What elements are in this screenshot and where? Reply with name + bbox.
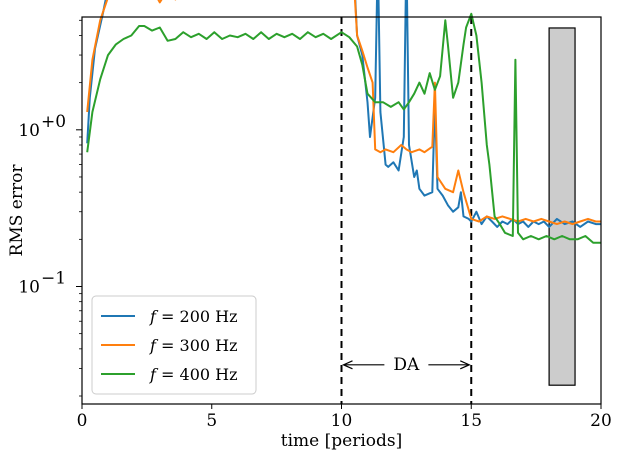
series-line-2 [86,0,601,226]
x-tick-label: 5 [206,411,217,431]
da-annotation: DA [342,355,471,375]
legend-label-2: f = 300 Hz [149,336,238,355]
vertical-lines-layer [340,17,473,404]
legend-label-3: f = 400 Hz [149,365,238,384]
y-tick-exponent: −1 [41,268,66,288]
da-arrowhead-left [342,360,353,370]
x-tick-label: 0 [77,411,88,431]
x-axis-label: time [periods] [281,431,402,451]
y-tick-label: 10 [18,277,40,297]
legend-label-1: f = 200 Hz [149,307,238,326]
series-line-3 [86,12,601,244]
x-tick-label: 20 [590,411,612,431]
da-arrowhead-right [460,360,471,370]
shaded-band-layer [548,27,576,386]
x-tick-label: 10 [331,411,353,431]
shaded-band [548,27,576,386]
legend: f = 200 Hz f = 300 Hz f = 400 Hz [91,295,257,395]
y-tick-exponent: +0 [41,112,66,132]
y-tick-label: 10 [18,121,40,141]
legend-box [91,295,257,395]
x-tick-label: 15 [460,411,482,431]
da-annotation-label: DA [393,355,420,375]
series-layer [86,0,601,244]
series-line-1 [86,0,601,228]
y-axis-label: RMS error [7,164,27,257]
